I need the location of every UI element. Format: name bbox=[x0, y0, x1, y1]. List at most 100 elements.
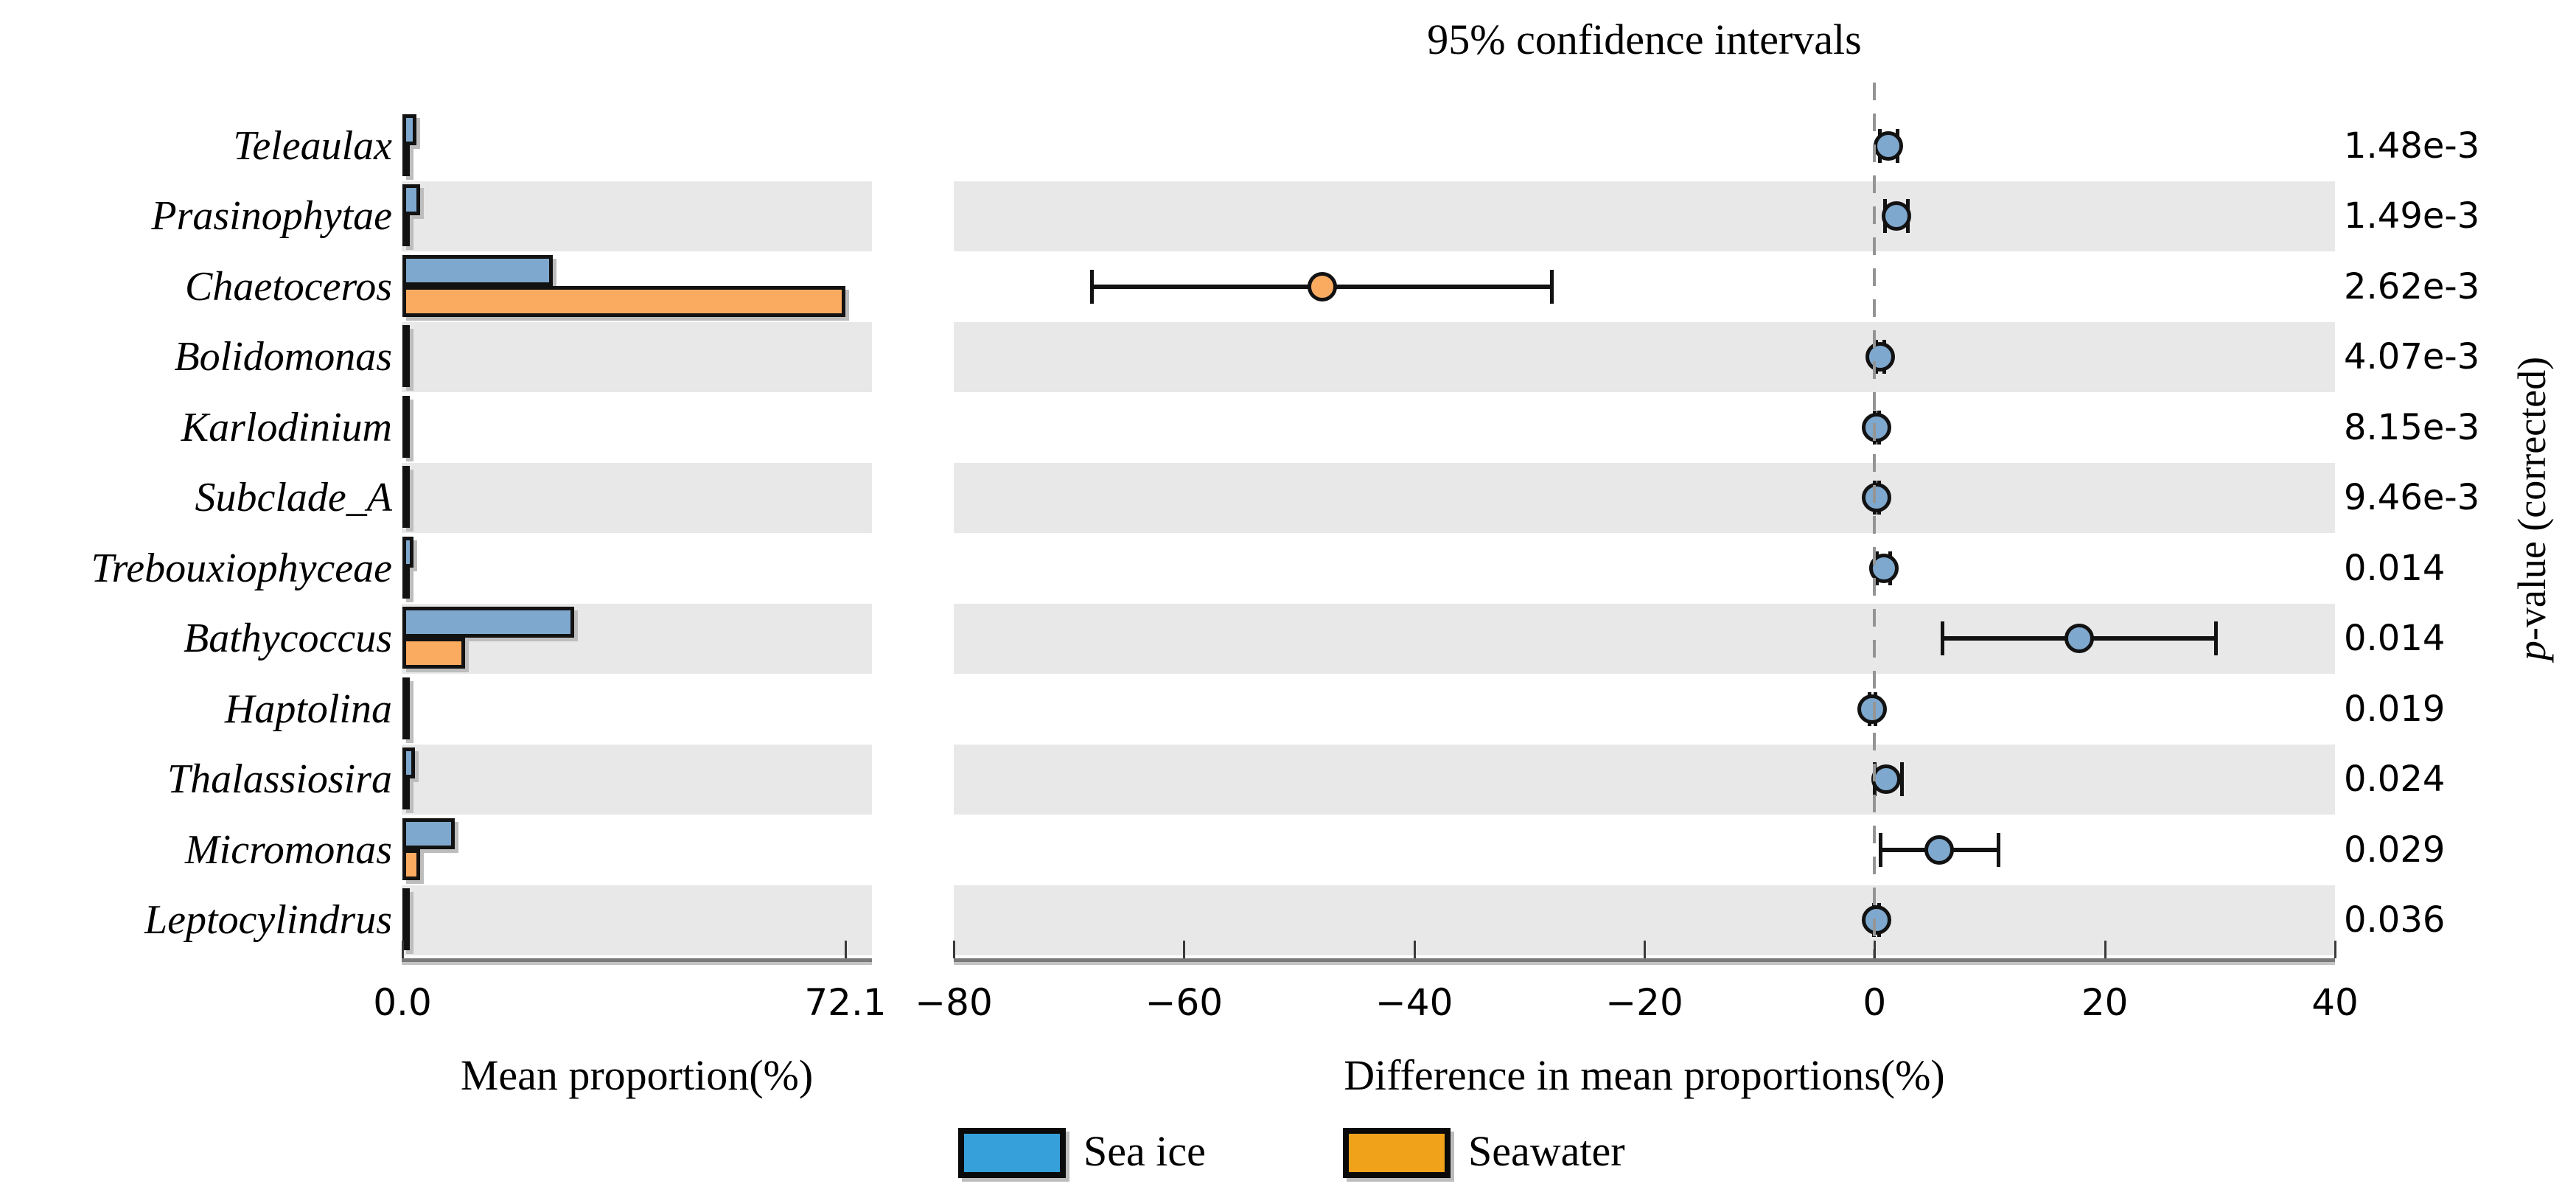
p-value: 0.036 bbox=[2344, 899, 2446, 941]
bar-seaice bbox=[402, 818, 455, 849]
error-bar-cap bbox=[1090, 269, 1095, 304]
bar-seawater bbox=[402, 215, 410, 247]
tick-mark bbox=[953, 941, 955, 958]
tick-label: −20 bbox=[1605, 981, 1683, 1024]
bar-seawater bbox=[402, 567, 410, 599]
row-band bbox=[402, 744, 872, 815]
mean-diff-dot bbox=[1874, 130, 1904, 161]
p-value: 4.07e-3 bbox=[2344, 336, 2480, 378]
bar-seawater bbox=[402, 708, 410, 739]
bar-seawater bbox=[402, 356, 410, 388]
p-value: 1.49e-3 bbox=[2344, 195, 2480, 237]
taxon-label: Haptolina bbox=[224, 686, 392, 732]
bar-seawater bbox=[402, 497, 410, 529]
taxon-label: Subclade_A bbox=[195, 475, 392, 521]
error-bar-cap bbox=[1899, 762, 1904, 797]
bar-seawater bbox=[402, 919, 410, 951]
bar-seaice bbox=[402, 888, 410, 920]
taxon-label: Leptocylindrus bbox=[144, 897, 392, 944]
p-value: 0.014 bbox=[2344, 547, 2446, 589]
tick-mark bbox=[1413, 941, 1416, 958]
legend-label-seawater: Seawater bbox=[1468, 1127, 1625, 1175]
mean-diff-dot bbox=[1865, 342, 1896, 372]
mean-diff-dot bbox=[1857, 694, 1888, 724]
error-bar-cap bbox=[2214, 621, 2219, 656]
tick-label: 72.1 bbox=[804, 981, 887, 1024]
tick-label: −80 bbox=[915, 981, 993, 1024]
mean-diff-dot bbox=[2064, 624, 2095, 654]
p-value: 1.48e-3 bbox=[2344, 125, 2480, 167]
tick-label: 20 bbox=[2081, 981, 2129, 1024]
tick-label: −40 bbox=[1375, 981, 1453, 1024]
mean-diff-dot bbox=[1924, 834, 1954, 865]
bar-seaice bbox=[402, 536, 413, 568]
tick-mark bbox=[2334, 941, 2336, 958]
tick-mark bbox=[1644, 941, 1646, 958]
bar-seaice bbox=[402, 677, 410, 708]
bar-seaice bbox=[402, 607, 574, 638]
mean-diff-dot bbox=[1882, 201, 1911, 231]
taxon-label: Teleaulax bbox=[233, 122, 392, 169]
bar-seaice bbox=[402, 184, 420, 216]
tick-label: 0 bbox=[1863, 981, 1887, 1024]
left-axis-line bbox=[402, 958, 872, 962]
taxon-label: Trebouxiophyceae bbox=[91, 545, 392, 591]
pvalue-axis-label-p: p bbox=[2510, 641, 2554, 661]
p-value: 2.62e-3 bbox=[2344, 265, 2480, 307]
p-value: 0.029 bbox=[2344, 829, 2446, 871]
row-band bbox=[954, 462, 2335, 533]
bar-seaice bbox=[402, 395, 410, 427]
row-band bbox=[954, 744, 2335, 815]
error-bar-cap bbox=[1879, 832, 1883, 867]
tick-label: 0.0 bbox=[373, 981, 432, 1024]
bar-seawater bbox=[402, 144, 410, 176]
bar-seaice bbox=[402, 466, 410, 498]
bar-seaice bbox=[402, 114, 416, 145]
row-band bbox=[402, 181, 872, 251]
legend-swatch-seaice bbox=[958, 1128, 1066, 1178]
zero-dashed-line bbox=[1873, 83, 1877, 958]
bar-seaice bbox=[402, 254, 553, 286]
legend-swatch-seawater bbox=[1343, 1128, 1451, 1178]
bar-seawater bbox=[402, 848, 420, 880]
taxon-label: Bolidomonas bbox=[174, 334, 392, 380]
tick-mark bbox=[402, 941, 404, 958]
title: 95% confidence intervals bbox=[1427, 15, 1862, 63]
right-xaxis-label: Difference in mean proportions(%) bbox=[1344, 1051, 1945, 1099]
row-band bbox=[954, 321, 2335, 392]
p-value: 8.15e-3 bbox=[2344, 406, 2480, 448]
taxon-label: Thalassiosira bbox=[167, 756, 392, 803]
mean-diff-dot bbox=[1862, 412, 1892, 442]
error-bar-cap bbox=[1550, 269, 1554, 304]
error-bar-cap bbox=[1996, 832, 2000, 867]
bar-seaice bbox=[402, 325, 410, 357]
row-band bbox=[402, 321, 872, 392]
tick-label: 40 bbox=[2311, 981, 2359, 1024]
tick-mark bbox=[1183, 941, 1186, 958]
taxon-label: Karlodinium bbox=[181, 404, 392, 450]
p-value: 9.46e-3 bbox=[2344, 477, 2480, 519]
row-band bbox=[402, 462, 872, 533]
mean-diff-dot bbox=[1862, 483, 1892, 513]
mean-diff-dot bbox=[1861, 905, 1891, 935]
bar-seawater bbox=[402, 426, 410, 458]
row-band bbox=[402, 885, 872, 955]
bar-seawater bbox=[402, 778, 410, 810]
tick-label: −60 bbox=[1145, 981, 1224, 1024]
error-bar-cap bbox=[1941, 621, 1945, 656]
p-value: 0.014 bbox=[2344, 618, 2446, 660]
row-band bbox=[954, 181, 2335, 251]
taxon-label: Chaetoceros bbox=[185, 263, 392, 310]
left-xaxis-label: Mean proportion(%) bbox=[460, 1051, 814, 1099]
bar-seaice bbox=[402, 747, 415, 779]
bar-seawater bbox=[402, 638, 465, 669]
taxon-label: Bathycoccus bbox=[184, 616, 392, 662]
p-value: 0.019 bbox=[2344, 688, 2446, 730]
right-axis-line bbox=[954, 958, 2335, 962]
pvalue-axis-label-rest: -value (corrected) bbox=[2510, 356, 2554, 641]
legend-label-seaice: Sea ice bbox=[1083, 1127, 1206, 1175]
tick-mark bbox=[1874, 941, 1877, 958]
pvalue-axis-label: p-value (corrected) bbox=[2502, 214, 2561, 804]
tick-mark bbox=[845, 941, 847, 958]
